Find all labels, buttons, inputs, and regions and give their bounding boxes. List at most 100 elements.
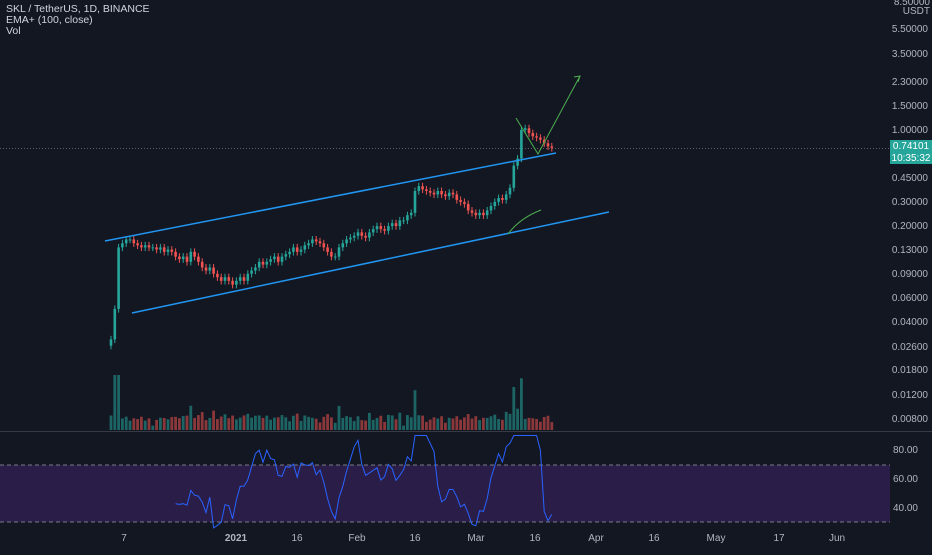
time-axis-label: 16 xyxy=(291,533,303,544)
candle-body xyxy=(531,133,535,137)
candle-body xyxy=(269,259,272,262)
volume-bar xyxy=(387,414,390,430)
volume-bar xyxy=(140,416,143,430)
volume-bar xyxy=(349,417,352,430)
volume-bar xyxy=(356,416,360,430)
volume-bar xyxy=(143,420,147,430)
volume-bar xyxy=(242,415,246,430)
candle-body xyxy=(151,247,155,249)
volume-bar xyxy=(379,415,383,430)
volume-bar xyxy=(527,417,531,430)
candle-body xyxy=(246,273,250,281)
candle-body xyxy=(440,191,443,195)
volume-bar xyxy=(166,419,170,430)
volume-bar xyxy=(520,378,523,430)
candle-body xyxy=(436,191,440,195)
candle-body xyxy=(463,201,466,204)
projection-path[interactable] xyxy=(515,75,581,156)
candle-body xyxy=(413,191,417,213)
candle-body xyxy=(208,267,212,271)
candle-body xyxy=(432,192,436,195)
symbol-title[interactable]: SKL / TetherUS, 1D, BINANCE xyxy=(6,3,150,15)
volume-bar xyxy=(470,418,474,430)
channel-upper-line[interactable] xyxy=(104,152,557,242)
indicator-ema-label[interactable]: EMA+ (100, close) xyxy=(6,14,93,26)
candle-body xyxy=(143,245,147,248)
volume-bar xyxy=(238,417,242,430)
candle-body xyxy=(197,256,200,262)
candle-body xyxy=(402,220,405,222)
candle-body xyxy=(546,143,550,147)
volume-bar xyxy=(200,412,204,430)
volume-bar xyxy=(292,415,295,430)
volume-bar xyxy=(539,421,542,430)
volume-bar xyxy=(170,417,174,430)
volume-bar xyxy=(478,420,481,430)
price-axis-label: 0.13000 xyxy=(892,245,929,256)
candle-body xyxy=(550,146,554,148)
volume-bar xyxy=(128,420,132,430)
candle-body xyxy=(318,241,322,244)
candle-body xyxy=(447,192,451,197)
rsi-polyline xyxy=(175,435,553,529)
candle-body xyxy=(459,199,462,202)
candle-body xyxy=(219,277,223,281)
volume-bar xyxy=(216,419,219,430)
candle-body xyxy=(523,128,527,130)
volume-bar xyxy=(219,416,223,430)
candle-body xyxy=(504,194,508,200)
volume-bar xyxy=(398,412,402,430)
projection-curve[interactable] xyxy=(507,209,542,235)
candle-body xyxy=(292,247,295,252)
candle-body xyxy=(113,308,117,340)
candle-body xyxy=(109,339,113,346)
volume-bar xyxy=(523,418,527,430)
time-axis-label: 16 xyxy=(529,533,541,544)
volume-bar xyxy=(421,415,424,430)
volume-bar xyxy=(383,421,386,430)
volume-bar xyxy=(337,405,341,430)
volume-bar xyxy=(436,418,440,430)
rsi-axis: 80.00 60.00 40.00 xyxy=(893,445,918,514)
volume-bar xyxy=(311,417,314,430)
volume-bar xyxy=(322,416,326,430)
candle-body xyxy=(162,247,166,252)
candle-body xyxy=(181,256,185,260)
candle-body xyxy=(235,280,238,285)
candle-body xyxy=(307,243,310,246)
candle-body xyxy=(238,277,242,281)
candle-body xyxy=(303,245,307,250)
volume-bar xyxy=(257,415,261,430)
volume-bar xyxy=(269,419,272,430)
channel-lower-line[interactable] xyxy=(131,211,610,314)
volume-bar xyxy=(181,416,185,430)
volume-bar xyxy=(360,420,364,430)
candle-body xyxy=(128,239,132,241)
volume-bar xyxy=(406,415,409,430)
time-axis-label: Apr xyxy=(588,533,604,544)
volume-bar xyxy=(550,422,554,430)
volume-bar xyxy=(117,375,120,430)
volume-bar xyxy=(208,417,212,430)
indicator-vol-label[interactable]: Vol xyxy=(6,25,21,37)
candle-body xyxy=(333,256,337,258)
time-axis-label: Mar xyxy=(467,533,485,544)
price-axis-label: 0.01800 xyxy=(892,365,929,376)
volume-bar xyxy=(193,417,196,430)
price-axis-label: 1.00000 xyxy=(892,125,929,136)
candle-body xyxy=(371,229,375,233)
candle-body xyxy=(539,137,542,140)
volume-bar xyxy=(508,413,512,430)
candle-body xyxy=(485,210,489,216)
volume-bar xyxy=(288,421,291,430)
volume-bar xyxy=(417,415,421,430)
rsi-axis-label: 40.00 xyxy=(893,503,918,514)
volume-bar xyxy=(235,419,238,430)
candle-body xyxy=(345,239,348,244)
time-axis-label: May xyxy=(707,533,726,544)
price-axis-label: 0.04000 xyxy=(892,317,929,328)
candle-body xyxy=(387,226,390,231)
volume-bar xyxy=(482,417,485,430)
rsi-line xyxy=(175,435,553,529)
